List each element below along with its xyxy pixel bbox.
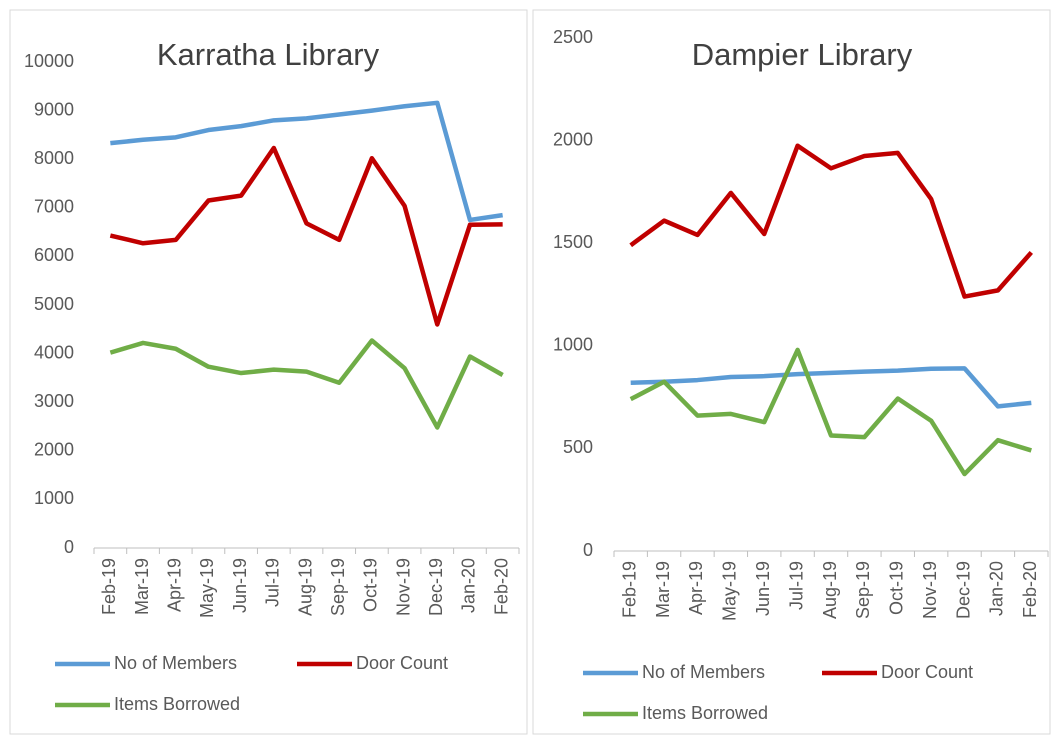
x-tick-label: Feb-20 [1020, 561, 1040, 618]
series-line [109, 338, 504, 430]
x-tick-label: Feb-20 [491, 558, 511, 615]
series-line [629, 347, 1032, 477]
x-tick-label: Apr-19 [686, 561, 706, 615]
chart-title: Karratha Library [157, 37, 380, 72]
series-line [629, 143, 1033, 299]
x-tick-label: Mar-19 [653, 561, 673, 618]
panel [532, 9, 1051, 735]
y-tick-label: 6000 [34, 245, 74, 265]
series-line [110, 100, 503, 223]
x-tick-label: Nov-19 [393, 558, 413, 616]
x-tick-label: Dec-19 [426, 558, 446, 616]
legend-label: Items Borrowed [642, 703, 768, 723]
x-tick-label: Jun-19 [230, 558, 250, 613]
legend-label: No of Members [642, 662, 765, 682]
x-tick-label: Dec-19 [953, 561, 973, 619]
x-tick-label: Jul-19 [263, 558, 283, 607]
x-tick-label: Oct-19 [361, 558, 381, 612]
y-tick-label: 8000 [34, 148, 74, 168]
y-tick-label: 5000 [34, 294, 74, 314]
y-tick-label: 7000 [34, 197, 74, 217]
y-tick-label: 4000 [34, 342, 74, 362]
y-tick-label: 2000 [553, 129, 593, 149]
legend-label: Items Borrowed [114, 694, 240, 714]
x-tick-label: Aug-19 [820, 561, 840, 619]
y-tick-label: 10000 [24, 51, 74, 71]
x-tick-label: Feb-19 [99, 558, 119, 615]
y-tick-label: 1500 [553, 232, 593, 252]
legend-label: Door Count [356, 653, 448, 673]
legend-label: Door Count [881, 662, 973, 682]
legend-label: No of Members [114, 653, 237, 673]
y-tick-label: 1000 [553, 335, 593, 355]
y-tick-label: 1000 [34, 488, 74, 508]
x-tick-label: Nov-19 [920, 561, 940, 619]
x-tick-label: Mar-19 [132, 558, 152, 615]
x-tick-label: May-19 [197, 558, 217, 618]
y-tick-label: 500 [563, 437, 593, 457]
x-tick-label: Feb-19 [619, 561, 639, 618]
x-tick-label: Oct-19 [887, 561, 907, 615]
y-tick-label: 2500 [553, 27, 593, 47]
x-tick-label: Jul-19 [786, 561, 806, 610]
chart-title: Dampier Library [692, 37, 913, 72]
y-tick-label: 0 [64, 537, 74, 557]
x-tick-label: Sep-19 [328, 558, 348, 616]
x-tick-label: Apr-19 [164, 558, 184, 612]
series-line [630, 366, 1032, 409]
y-tick-label: 2000 [34, 440, 74, 460]
x-tick-label: Sep-19 [853, 561, 873, 619]
x-tick-label: Aug-19 [295, 558, 315, 616]
x-tick-label: May-19 [720, 561, 740, 621]
y-tick-label: 0 [583, 540, 593, 560]
x-tick-label: Jun-19 [753, 561, 773, 616]
series-line [109, 145, 503, 327]
x-tick-label: Jan-20 [987, 561, 1007, 616]
y-tick-label: 9000 [34, 99, 74, 119]
y-tick-label: 3000 [34, 391, 74, 411]
x-tick-label: Jan-20 [459, 558, 479, 613]
